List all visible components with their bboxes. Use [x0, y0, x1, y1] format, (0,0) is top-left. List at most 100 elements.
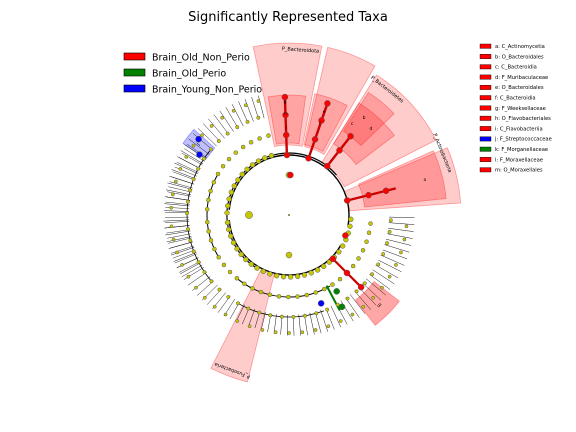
taxon-node	[267, 271, 273, 277]
branch	[167, 182, 193, 190]
taxon-node	[204, 207, 210, 212]
sector-letter: h	[284, 111, 287, 117]
taxon-node	[280, 274, 287, 280]
branch	[167, 233, 191, 239]
taxon-node	[300, 330, 305, 335]
taxon-node	[294, 273, 301, 280]
branch	[183, 267, 204, 280]
taxon-node	[185, 199, 190, 204]
branch	[354, 290, 371, 310]
taxon-node	[308, 270, 314, 276]
taxon-node	[338, 303, 346, 311]
clade-label-j: j	[195, 142, 201, 148]
taxa-nodes	[169, 93, 409, 335]
taxon-node	[244, 166, 250, 172]
legend-label-old-perio: Brain_Old_Perio	[152, 69, 226, 80]
taxon-node	[191, 177, 196, 182]
taxon-node	[208, 188, 213, 194]
taxon-node	[233, 150, 238, 155]
taxon-node	[362, 281, 367, 286]
legend-swatch-old-non-perio	[123, 52, 146, 61]
branch	[330, 305, 342, 328]
taxon-node	[212, 246, 217, 252]
branch	[309, 312, 315, 335]
taxon-node	[313, 290, 318, 295]
taxon-node	[185, 211, 189, 216]
branch	[165, 230, 191, 236]
key-swatch	[479, 105, 492, 111]
key-label: e: O_Bacteroidales	[495, 85, 544, 91]
taxon-node	[234, 276, 240, 281]
branch	[208, 118, 225, 139]
taxon-node	[285, 251, 293, 259]
key-label: c: C_Bacteroidia	[495, 65, 537, 71]
branch	[171, 176, 194, 185]
cladogram: P_BacteroidotaP_BacteroidetesP_Actinobac…	[163, 42, 462, 383]
branch	[179, 157, 201, 169]
clade-label-m: m	[375, 301, 383, 309]
taxon-node	[287, 331, 291, 335]
taxon-node	[258, 289, 264, 295]
taxon-node	[178, 167, 183, 171]
taxon-node	[347, 223, 353, 229]
taxon-node	[220, 163, 226, 169]
taxon-node	[394, 263, 398, 267]
taxon-node	[295, 294, 300, 299]
key-label: m: O_Moraxellales	[495, 168, 543, 174]
taxon-node	[212, 304, 217, 309]
taxon-node	[361, 304, 366, 309]
taxon-node	[243, 103, 248, 108]
branch	[166, 196, 191, 201]
branch	[168, 237, 192, 244]
taxon-node	[169, 224, 174, 229]
branch	[235, 304, 245, 322]
taxon-node	[195, 135, 202, 143]
taxon-node	[268, 152, 275, 159]
taxon-node	[291, 314, 296, 319]
taxon-node	[402, 237, 407, 242]
branch	[165, 225, 190, 229]
taxon-node	[282, 131, 290, 139]
key-swatch	[479, 157, 492, 162]
taxon-node	[260, 268, 266, 275]
legend-swatch-young-non-perio	[123, 84, 146, 93]
highlight-bacteroidota	[252, 42, 323, 148]
group-legend: Brain_Old_Non_Perio Brain_Old_Perio Brai…	[123, 52, 262, 96]
branch	[166, 229, 191, 234]
branch	[171, 245, 194, 254]
legend-label-old-non-perio: Brain_Old_Non_Perio	[152, 53, 250, 64]
key-label: h: O_Flavobacteriales	[495, 116, 551, 122]
key-swatch	[479, 54, 492, 59]
taxon-node	[188, 238, 193, 243]
taxon-node	[364, 239, 369, 244]
taxon-node	[257, 310, 262, 315]
branch	[213, 114, 230, 136]
taxon-node	[243, 256, 249, 263]
key-label: i: C_Flavobacteriia	[495, 126, 543, 132]
taxon-node	[209, 279, 214, 284]
taxon-node	[370, 272, 374, 277]
sector-letter: f	[319, 121, 321, 127]
taxon-node	[221, 262, 227, 268]
taxon-node	[256, 115, 261, 120]
taxon-node	[208, 238, 214, 243]
taxon-node	[205, 219, 210, 225]
taxon-node	[248, 261, 254, 267]
highlight-family-j	[182, 128, 216, 160]
branch	[188, 138, 210, 155]
taxon-node	[330, 282, 335, 287]
sector-letter: b	[363, 115, 366, 121]
branch	[388, 222, 415, 225]
taxon-node	[224, 210, 230, 216]
branch	[369, 274, 391, 290]
taxon-node	[248, 140, 254, 145]
taxon-node	[342, 232, 349, 239]
taxon-node	[343, 197, 351, 204]
taxon-node	[366, 230, 372, 235]
branch	[165, 189, 192, 196]
taxon-node	[381, 252, 386, 256]
sector-letter: c	[351, 122, 354, 127]
taxon-node	[220, 115, 225, 120]
branch	[202, 123, 221, 143]
